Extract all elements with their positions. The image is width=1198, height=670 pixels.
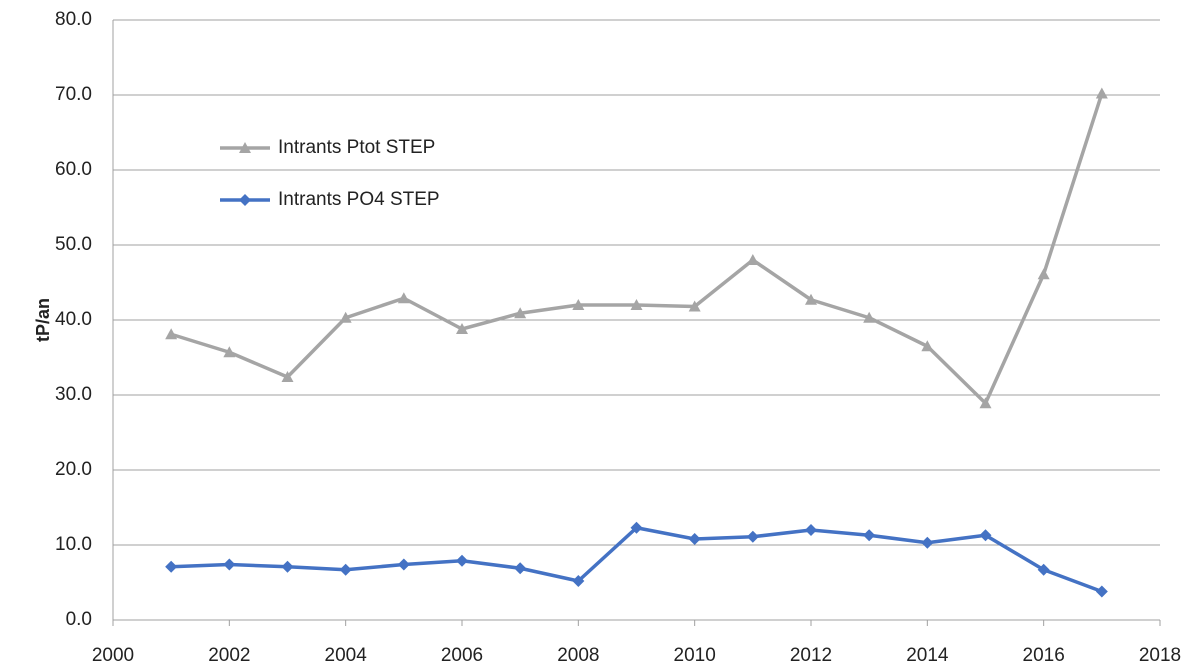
data-point: [979, 529, 992, 542]
data-point: [514, 562, 527, 575]
y-tick-label: 10.0: [55, 534, 92, 555]
x-tick-label: 2018: [1139, 645, 1181, 666]
data-point: [165, 560, 178, 573]
y-tick-label: 60.0: [55, 159, 92, 180]
data-point: [688, 300, 701, 312]
y-tick-label: 0.0: [66, 609, 92, 630]
data-point: [863, 529, 876, 542]
legend-marker: [239, 142, 251, 153]
legend-label: Intrants Ptot STEP: [278, 137, 435, 158]
x-tick-label: 2006: [441, 645, 483, 666]
data-point: [1037, 563, 1050, 576]
data-point: [281, 560, 294, 573]
y-tick-label: 70.0: [55, 84, 92, 105]
data-point: [1095, 585, 1108, 598]
x-tick-label: 2002: [208, 645, 250, 666]
y-tick-label: 40.0: [55, 309, 92, 330]
series-line: [171, 526, 1103, 594]
data-point: [456, 554, 468, 567]
data-point: [339, 563, 352, 576]
x-tick-label: 2016: [1023, 645, 1065, 666]
data-point: [1037, 268, 1050, 280]
y-axis-label: tP/an: [33, 298, 53, 342]
data-point: [805, 524, 817, 536]
x-tick-label: 2008: [557, 645, 599, 666]
data-point: [456, 323, 468, 334]
data-point: [630, 521, 643, 534]
data-point: [979, 397, 992, 409]
data-point: [397, 558, 410, 571]
data-point: [572, 575, 585, 587]
y-tick-label: 20.0: [55, 459, 92, 480]
data-point: [572, 299, 585, 310]
data-point: [339, 311, 352, 323]
x-tick-label: 2014: [906, 645, 949, 666]
x-tick-label: 2000: [92, 645, 134, 666]
data-point: [223, 346, 236, 358]
x-tick-label: 2004: [325, 645, 368, 666]
data-point: [165, 328, 178, 340]
data-point: [746, 530, 759, 543]
data-point: [514, 307, 527, 319]
x-tick-label: 2010: [674, 645, 716, 666]
data-point: [688, 533, 701, 545]
legend-marker: [239, 194, 251, 206]
data-point: [863, 311, 876, 323]
data-point: [921, 536, 934, 549]
data-point: [223, 558, 236, 571]
legend-label: Intrants PO4 STEP: [278, 189, 440, 210]
data-point: [1095, 87, 1108, 99]
data-point: [746, 254, 759, 265]
x-tick-label: 2012: [790, 645, 832, 666]
data-point: [397, 292, 410, 304]
data-point: [630, 299, 643, 310]
data-point: [281, 371, 294, 382]
data-point: [805, 293, 817, 305]
y-tick-label: 80.0: [55, 9, 92, 30]
y-tick-label: 30.0: [55, 384, 92, 405]
y-tick-label: 50.0: [55, 234, 92, 255]
data-point: [921, 340, 934, 352]
